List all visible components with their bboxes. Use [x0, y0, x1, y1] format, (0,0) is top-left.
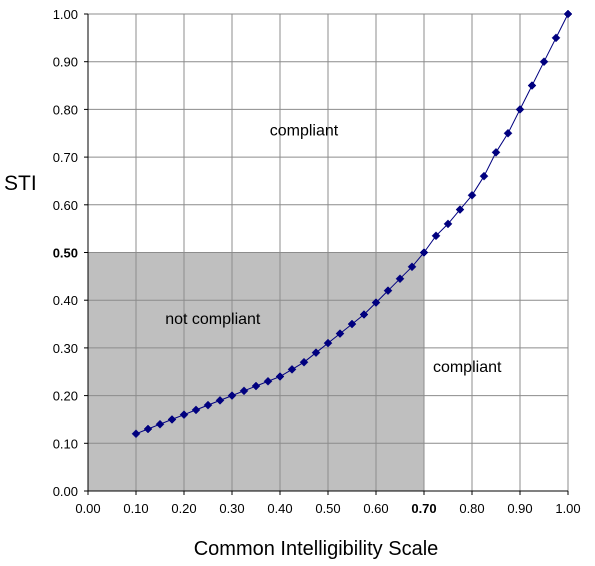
data-point [227, 391, 237, 400]
compliant-label: compliant [433, 359, 502, 376]
data-point [407, 262, 417, 272]
data-point [479, 171, 489, 181]
data-point [215, 396, 225, 405]
data-point [359, 310, 369, 319]
data-point [491, 147, 501, 157]
x-tick-label: 0.40 [267, 501, 292, 516]
data-point [443, 219, 453, 229]
data-point [155, 419, 165, 429]
data-point [371, 298, 381, 307]
y-tick-label: 0.40 [53, 293, 78, 308]
x-tick-label: 0.90 [507, 501, 532, 516]
data-point [287, 365, 297, 374]
y-tick-label: 0.80 [53, 102, 78, 117]
data-point [527, 81, 537, 90]
x-tick-label: 1.00 [555, 501, 580, 516]
x-axis-label: Common Intelligibility Scale [194, 538, 439, 560]
data-point [239, 386, 249, 396]
y-tick-label: 0.10 [53, 436, 78, 451]
y-tick-label: 1.00 [53, 7, 78, 22]
y-tick-labels: 0.00 0.10 0.20 0.30 0.40 0.50 0.60 0.70 0.80 0.90… [53, 7, 78, 499]
data-point [143, 424, 153, 434]
data-point [563, 9, 573, 19]
data-point [311, 348, 321, 358]
x-tick-label: 0.10 [123, 501, 148, 516]
x-tick-label: 0.00 [75, 501, 100, 516]
data-point [323, 338, 333, 348]
series-group [131, 9, 573, 439]
data-point [395, 274, 405, 284]
data-point [539, 57, 549, 67]
not-compliant-region [88, 252, 424, 491]
data-point [251, 381, 261, 391]
data-point [503, 128, 513, 138]
annotations: compliant not compliant compliant [165, 123, 502, 376]
data-point [275, 372, 285, 381]
x-tick-labels: 0.00 0.10 0.20 0.30 0.40 0.50 0.60 0.70 0.80 0.90… [75, 501, 580, 516]
x-tick-label: 0.80 [459, 501, 484, 516]
y-axis-label: STI [4, 172, 37, 195]
x-tick-label: 0.30 [219, 501, 244, 516]
data-point [515, 105, 525, 114]
data-point [191, 405, 201, 415]
y-tick-label: 0.30 [53, 341, 78, 356]
data-point [167, 415, 177, 424]
y-tick-label: 0.50 [53, 246, 78, 261]
data-point [455, 205, 465, 214]
data-point [383, 286, 393, 296]
x-tick-label: 0.20 [171, 501, 196, 516]
data-point [179, 410, 189, 420]
y-tick-label: 0.00 [53, 484, 78, 499]
x-tick-label: 0.50 [315, 501, 340, 516]
y-tick-label: 0.20 [53, 389, 78, 404]
data-point [335, 329, 345, 338]
compliant-label: compliant [270, 123, 339, 140]
data-point [347, 319, 357, 329]
y-tick-label: 0.70 [53, 150, 78, 165]
data-point [467, 190, 477, 200]
x-tick-label: 0.70 [411, 501, 436, 516]
x-tick-label: 0.60 [363, 501, 388, 516]
y-tick-label: 0.90 [53, 55, 78, 70]
data-point [551, 33, 561, 43]
not-compliant-label: not compliant [165, 311, 261, 328]
data-point [419, 248, 429, 257]
data-point [131, 429, 141, 439]
grid [87, 13, 569, 492]
data-point [203, 400, 213, 410]
data-point [299, 357, 309, 367]
axes [84, 13, 569, 495]
data-point [263, 376, 273, 386]
data-point [431, 231, 441, 241]
y-tick-label: 0.60 [53, 198, 78, 213]
